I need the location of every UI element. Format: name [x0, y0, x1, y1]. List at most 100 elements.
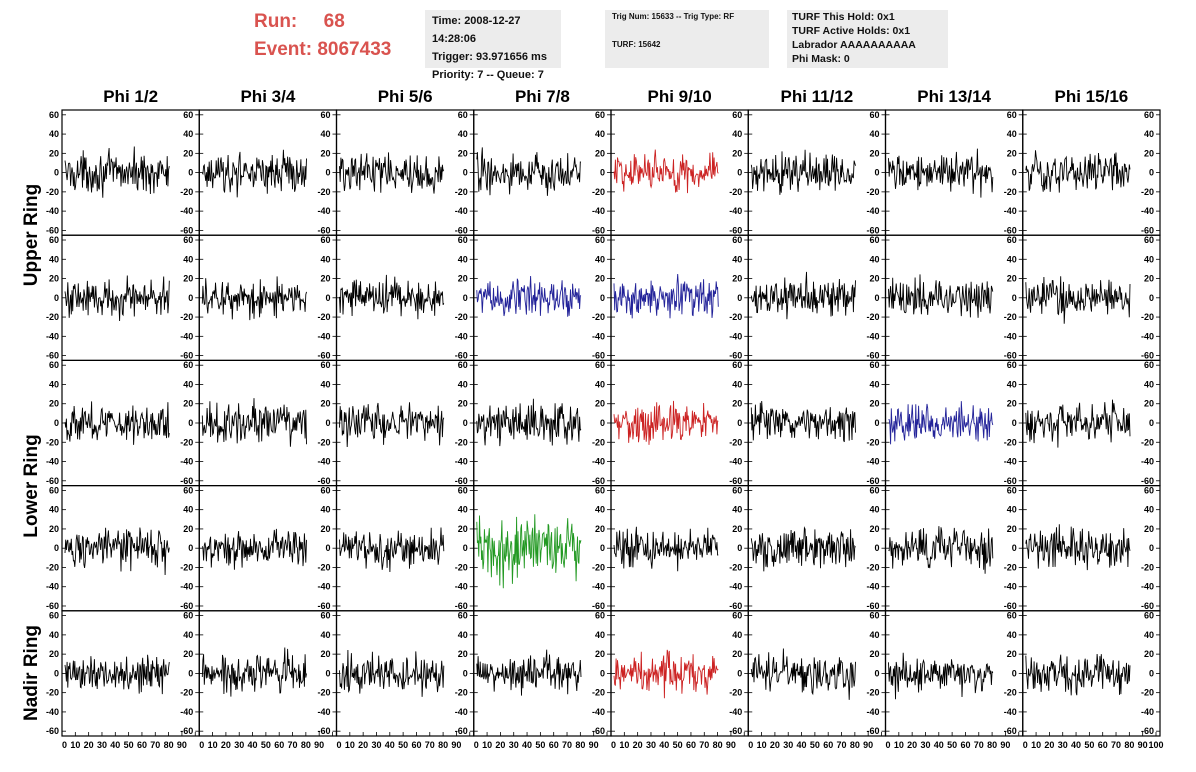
y-tick-label: 20: [1007, 148, 1017, 158]
x-tick-label: 20: [221, 740, 231, 750]
y-tick-label: -40: [1141, 707, 1154, 717]
y-tick-label: -40: [592, 707, 605, 717]
y-tick-label: 0: [1012, 543, 1017, 553]
y-tick-label: 20: [320, 649, 330, 659]
waveform-panel: 60 60 40 40 20 20 0 0 -20 -20 -40 -40 -60 -60: [46, 234, 200, 361]
x-tick-label: 80: [987, 740, 997, 750]
waveform-trace: [339, 402, 445, 448]
y-tick-label: 60: [320, 235, 330, 245]
y-tick-label: 0: [325, 293, 330, 303]
y-tick-label: -20: [180, 562, 193, 572]
x-tick-label: 70: [1111, 740, 1121, 750]
x-tick-label: 70: [699, 740, 709, 750]
y-tick-label: -20: [455, 437, 468, 447]
y-tick-label: -40: [1004, 331, 1017, 341]
y-tick-label: -60: [46, 225, 59, 235]
waveform-panel: 60 40 20 0 -20 -40 -60: [198, 485, 338, 612]
x-tick-label: 30: [783, 740, 793, 750]
waveform-trace: [201, 149, 307, 198]
y-tick-label: -60: [317, 225, 330, 235]
x-tick-label: 80: [1124, 740, 1134, 750]
x-tick-label: 30: [234, 740, 244, 750]
event-value: 8067433: [317, 39, 392, 60]
panel-frame: [884, 485, 1024, 612]
y-tick-label: 40: [458, 379, 468, 389]
y-tick-label: 40: [458, 254, 468, 264]
x-tick-label: 10: [70, 740, 80, 750]
y-tick-label: 60: [732, 360, 742, 370]
y-tick-label: 20: [458, 399, 468, 409]
y-tick-label: -20: [180, 688, 193, 698]
y-tick-label: -60: [317, 351, 330, 361]
y-tick-label: 20: [869, 649, 879, 659]
y-tick-label: -40: [729, 206, 742, 216]
y-tick-label: 40: [869, 630, 879, 640]
waveform-panel: 60 40 20 0 -20 -40 -60: [747, 610, 887, 737]
y-tick-label: 20: [732, 274, 742, 284]
y-tick-label: 20: [595, 524, 605, 534]
waveform-panel: 60 40 20 0 -20 -40 -60: [610, 359, 749, 487]
y-tick-label: 0: [463, 293, 468, 303]
y-tick-label: 20: [458, 649, 468, 659]
waveform-trace: [64, 654, 170, 695]
y-tick-label: 40: [49, 505, 59, 515]
y-tick-label: 60: [732, 611, 742, 621]
y-tick-label: -20: [1141, 437, 1154, 447]
x-tick-label: 70: [425, 740, 435, 750]
y-tick-label: 40: [1144, 379, 1154, 389]
y-tick-label: 0: [54, 668, 59, 678]
x-tick-label: 20: [358, 740, 368, 750]
x-tick-label: 0: [62, 740, 67, 750]
y-tick-label: 60: [458, 110, 468, 120]
x-tick-label: 30: [509, 740, 519, 750]
y-tick-label: 60: [732, 110, 742, 120]
panel-frame: [335, 234, 475, 361]
y-tick-label: 40: [1007, 129, 1017, 139]
waveform-panel: 60 40 20 0 -20 -40 -60: [198, 610, 338, 737]
waveform-trace: [64, 146, 170, 198]
x-tick-label: 30: [646, 740, 656, 750]
waveform-trace: [339, 649, 445, 697]
x-axis: 0 10 20 30 40 50 60 70 80 90: [336, 732, 471, 750]
waveform-trace: [476, 514, 582, 589]
y-tick-label: 40: [1144, 630, 1154, 640]
waveform-panel: 60 40 20 0 -20 -40 -60: [335, 359, 475, 487]
y-tick-label: -40: [1004, 582, 1017, 592]
y-tick-label: 0: [188, 543, 193, 553]
waveform-trace: [201, 528, 307, 570]
y-tick-label: 60: [320, 485, 330, 495]
y-tick-label: -40: [46, 457, 59, 467]
y-tick-label: -20: [592, 437, 605, 447]
y-tick-label: -40: [180, 206, 193, 216]
x-tick-label: 60: [686, 740, 696, 750]
waveform-trace: [64, 527, 170, 576]
y-tick-label: 60: [320, 360, 330, 370]
y-tick-label: 20: [869, 148, 879, 158]
waveform-panel: 60 40 20 0 -20 -40 -60: [884, 485, 1024, 612]
x-tick-label: 70: [288, 740, 298, 750]
x-tick-label: 0: [1023, 740, 1028, 750]
y-tick-label: 20: [595, 148, 605, 158]
phi-mask-text: Phi Mask: 0: [792, 53, 850, 65]
y-tick-label: -40: [317, 707, 330, 717]
y-tick-label: -20: [46, 688, 59, 698]
x-tick-label: 50: [124, 740, 134, 750]
y-tick-label: -20: [592, 187, 605, 197]
y-tick-label: -60: [866, 476, 879, 486]
x-tick-label: 90: [177, 740, 187, 750]
turf-this-hold-text: TURF This Hold: 0x1: [792, 11, 895, 23]
y-tick-label: 0: [54, 543, 59, 553]
y-tick-label: -60: [1004, 726, 1017, 736]
y-tick-label: -40: [1004, 707, 1017, 717]
waveform-trace: [201, 276, 307, 321]
panel-frame: [747, 234, 887, 361]
y-tick-label: -40: [592, 582, 605, 592]
y-tick-label: 20: [320, 399, 330, 409]
y-tick-label: 20: [1144, 148, 1154, 158]
y-tick-label: -60: [866, 601, 879, 611]
y-tick-label: -60: [46, 351, 59, 361]
y-tick-label: 0: [325, 543, 330, 553]
y-tick-label: 0: [737, 168, 742, 178]
waveform-trace: [339, 152, 445, 194]
y-tick-label: -20: [1004, 688, 1017, 698]
